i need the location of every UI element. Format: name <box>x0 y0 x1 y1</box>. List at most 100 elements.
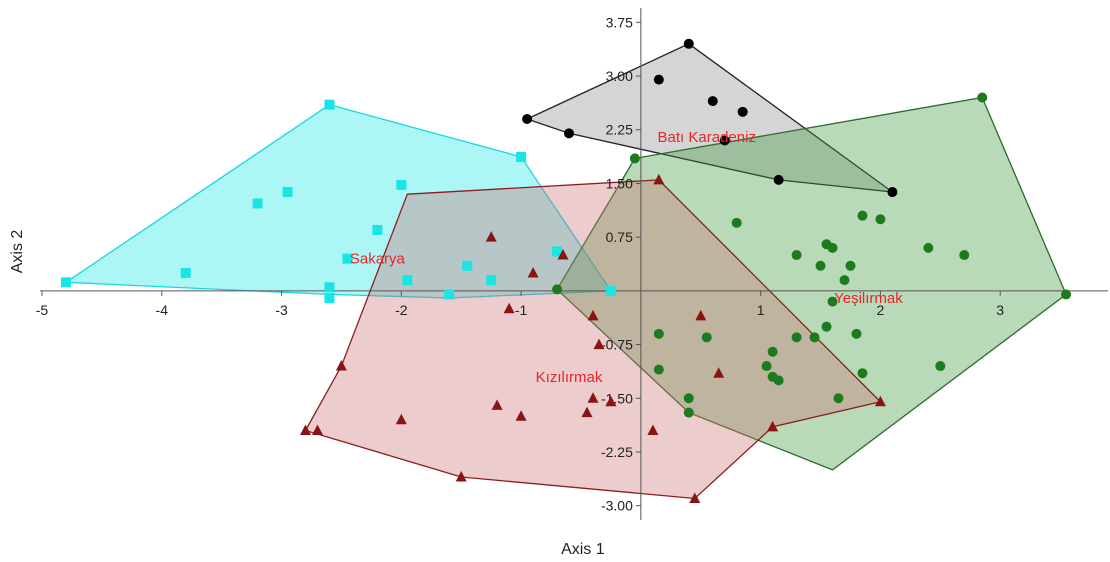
point-yesilirmak <box>857 368 868 379</box>
y-tick-label: -0.75 <box>601 337 633 353</box>
y-tick-label: 1.50 <box>606 175 633 191</box>
point-bati-karadeniz <box>719 135 730 146</box>
point-yesilirmak <box>851 328 862 339</box>
point-bati-karadeniz <box>737 106 748 117</box>
axis-layer: -5 -4 -3 -2 -1 1 2 3 3.75 3.00 2.25 1.50 0.75 -0.75 -1… <box>36 8 1108 520</box>
point-yesilirmak <box>845 260 856 271</box>
point-kizilirmak <box>593 338 605 350</box>
group-label-bati-karadeniz: Batı Karadeniz <box>658 129 756 146</box>
point-yesilirmak <box>857 210 868 221</box>
point-sakarya <box>605 285 616 296</box>
point-kizilirmak <box>653 173 665 185</box>
point-sakarya <box>342 253 353 264</box>
point-sakarya <box>324 293 335 304</box>
point-kizilirmak <box>587 392 599 403</box>
point-yesilirmak <box>1061 289 1072 300</box>
point-bati-karadeniz <box>707 96 718 107</box>
point-yesilirmak <box>827 296 838 307</box>
y-tick-label: -2.25 <box>601 444 633 460</box>
point-yesilirmak <box>809 332 820 343</box>
point-sakarya <box>324 282 335 293</box>
point-sakarya <box>324 99 335 110</box>
point-bati-karadeniz <box>887 187 898 198</box>
y-axis-title: Axis 2 <box>9 230 26 274</box>
point-yesilirmak <box>683 407 694 418</box>
point-yesilirmak <box>923 242 934 253</box>
x-tick-label: 1 <box>757 302 765 318</box>
y-tick-label: 2.25 <box>606 122 633 138</box>
point-kizilirmak <box>605 395 617 407</box>
point-kizilirmak <box>503 302 515 314</box>
point-sakarya <box>396 179 407 190</box>
point-bati-karadeniz <box>683 38 694 49</box>
point-yesilirmak <box>701 332 712 343</box>
point-yesilirmak <box>959 250 970 261</box>
point-kizilirmak <box>485 231 497 242</box>
point-layer <box>60 38 1072 503</box>
point-sakarya <box>486 275 497 286</box>
x-tick-label: -3 <box>275 302 288 318</box>
x-tick-label: -2 <box>395 302 408 318</box>
point-kizilirmak <box>557 249 569 260</box>
point-yesilirmak <box>761 361 772 372</box>
point-yesilirmak <box>815 260 826 271</box>
point-yesilirmak <box>791 332 802 343</box>
x-tick-label: -4 <box>156 302 169 318</box>
point-kizilirmak <box>647 424 659 435</box>
y-tick-label: 0.75 <box>606 229 633 245</box>
point-yesilirmak <box>791 250 802 261</box>
point-bati-karadeniz <box>653 74 664 85</box>
point-yesilirmak <box>839 275 850 286</box>
point-kizilirmak <box>874 395 886 407</box>
point-kizilirmak <box>395 413 407 425</box>
point-kizilirmak <box>587 309 599 321</box>
point-yesilirmak <box>653 328 664 339</box>
point-bati-karadeniz <box>773 174 784 185</box>
point-sakarya <box>444 289 455 300</box>
y-tick-label: 3.75 <box>606 14 633 30</box>
point-yesilirmak <box>767 346 778 357</box>
point-kizilirmak <box>767 420 779 432</box>
point-yesilirmak <box>629 153 640 164</box>
point-kizilirmak <box>527 267 539 278</box>
x-axis-title: Axis 1 <box>561 541 605 558</box>
point-bati-karadeniz <box>522 113 533 124</box>
point-yesilirmak <box>935 361 946 372</box>
point-yesilirmak <box>683 393 694 404</box>
point-kizilirmak <box>312 424 323 435</box>
point-sakarya <box>282 187 293 198</box>
point-bati-karadeniz <box>564 128 575 139</box>
point-kizilirmak <box>689 492 701 503</box>
label-layer: Sakarya Batı Karadeniz Yeşilırmak Kızılırma… <box>350 129 903 386</box>
hull-layer <box>64 43 1067 500</box>
x-tick-label: -1 <box>515 302 528 318</box>
point-kizilirmak <box>695 309 707 321</box>
x-tick-label: -5 <box>36 302 49 318</box>
y-tick-label: 3.00 <box>606 68 633 84</box>
point-kizilirmak <box>713 367 725 378</box>
point-kizilirmak <box>515 410 527 421</box>
point-kizilirmak <box>300 424 311 435</box>
point-sakarya <box>252 198 263 209</box>
point-yesilirmak <box>875 214 886 225</box>
x-tick-label: 2 <box>877 302 885 318</box>
point-kizilirmak <box>335 360 347 371</box>
group-label-sakarya: Sakarya <box>350 251 406 268</box>
point-sakarya <box>372 224 383 235</box>
point-sakarya <box>552 246 563 257</box>
point-yesilirmak <box>827 242 838 253</box>
point-yesilirmak <box>977 92 988 103</box>
point-yesilirmak <box>821 321 832 332</box>
point-yesilirmak <box>833 393 844 404</box>
point-sakarya <box>516 151 527 162</box>
point-yesilirmak <box>653 364 664 375</box>
point-kizilirmak <box>455 471 467 482</box>
point-sakarya <box>180 267 191 278</box>
hull-bati-karadeniz <box>525 43 895 193</box>
point-yesilirmak <box>552 284 563 295</box>
group-label-yesilirmak: Yeşilırmak <box>834 290 903 307</box>
point-sakarya <box>402 275 413 286</box>
y-tick-label: -3.00 <box>601 498 633 514</box>
point-sakarya <box>462 260 473 271</box>
